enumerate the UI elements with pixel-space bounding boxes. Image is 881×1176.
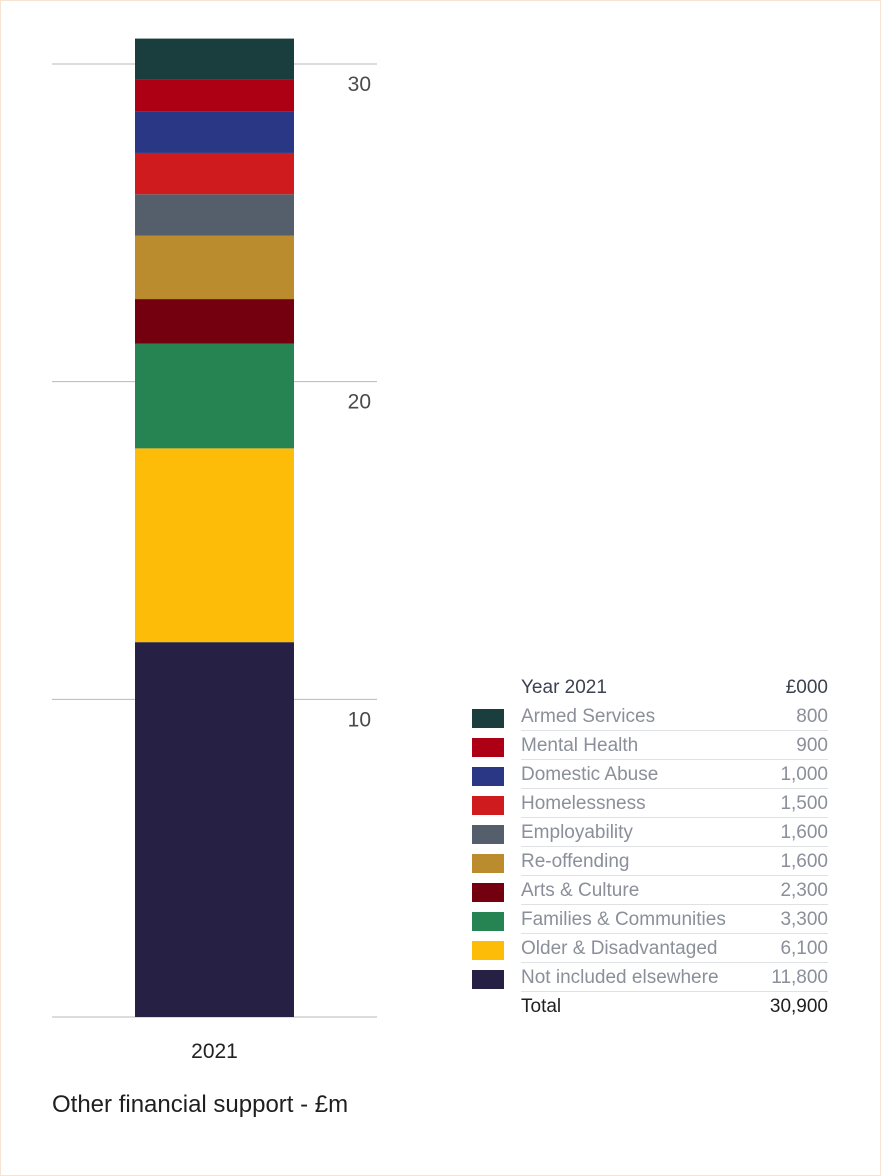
- legend-table: Year 2021 £000 Armed Services 800 Mental H…: [472, 673, 828, 1021]
- legend-swatch: [472, 825, 504, 844]
- bar-segment-not-included-elsewhere: [135, 642, 294, 1017]
- legend-label: Re-offending: [521, 851, 630, 872]
- legend-label: Arts & Culture: [521, 880, 640, 901]
- bar-segment-families-communities: [135, 343, 294, 449]
- legend-value: 800: [796, 706, 828, 727]
- legend-swatch: [472, 854, 504, 873]
- legend-swatch: [472, 970, 504, 989]
- legend-rows: Armed Services 800 Mental Health 900 Domesti…: [472, 702, 828, 992]
- legend-value: 1,500: [780, 793, 828, 814]
- bar-segment-mental-health: [135, 79, 294, 112]
- legend-swatch: [472, 941, 504, 960]
- y-tick-label: 30: [348, 73, 371, 96]
- x-category-labels: 2021: [191, 1040, 238, 1063]
- legend-row: Arts & Culture 2,300: [472, 876, 828, 905]
- legend-value: 1,600: [780, 822, 828, 843]
- x-category-label: 2021: [191, 1040, 238, 1063]
- legend-value: 1,000: [780, 764, 828, 785]
- bar-segment-older-disadvantaged: [135, 448, 294, 643]
- legend-total-row: Total 30,900: [472, 992, 828, 1021]
- legend-label: Not included elsewhere: [521, 967, 719, 988]
- legend-value: 900: [796, 735, 828, 756]
- y-tick-labels: 10 20 30: [348, 73, 371, 731]
- legend-total-value: 30,900: [769, 996, 828, 1017]
- legend-swatch: [472, 883, 504, 902]
- legend-value: 11,800: [771, 967, 828, 988]
- legend-swatch: [472, 912, 504, 931]
- legend-swatch: [472, 709, 504, 728]
- legend-label: Domestic Abuse: [521, 764, 659, 785]
- legend-row: Employability 1,600: [472, 818, 828, 847]
- bar-segment-arts-culture: [135, 299, 294, 344]
- legend-row: Domestic Abuse 1,000: [472, 760, 828, 789]
- legend-value: 3,300: [780, 909, 828, 930]
- bar-segment-employability: [135, 194, 294, 236]
- legend-row: Re-offending 1,600: [472, 847, 828, 876]
- legend-swatch: [472, 738, 504, 757]
- legend-header-unit: £000: [785, 677, 828, 698]
- legend-row: Armed Services 800: [472, 702, 828, 731]
- y-tick-label: 10: [348, 708, 371, 731]
- legend-header-label: Year 2021: [521, 677, 607, 698]
- legend-label: Homelessness: [521, 793, 646, 814]
- legend-total-label: Total: [521, 996, 562, 1017]
- legend-row: Older & Disadvantaged 6,100: [472, 934, 828, 963]
- legend-row: Families & Communities 3,300: [472, 905, 828, 934]
- bar-segment-domestic-abuse: [135, 111, 294, 153]
- legend-swatch: [472, 796, 504, 815]
- bar-segment-re-offending: [135, 235, 294, 300]
- legend-label: Older & Disadvantaged: [521, 938, 718, 959]
- legend-row: Homelessness 1,500: [472, 789, 828, 818]
- legend-label: Mental Health: [521, 735, 639, 756]
- legend-label: Armed Services: [521, 706, 656, 727]
- bar-segments: [135, 38, 294, 1017]
- legend-row: Not included elsewhere 11,800: [472, 963, 828, 992]
- legend-label: Employability: [521, 822, 633, 843]
- bar-segment-armed-services: [135, 38, 294, 80]
- chart-title: Other financial support - £m: [52, 1091, 349, 1118]
- legend-row: Mental Health 900: [472, 731, 828, 760]
- y-tick-label: 20: [348, 391, 371, 414]
- legend-header: Year 2021 £000: [472, 673, 828, 702]
- legend-value: 2,300: [780, 880, 828, 901]
- legend-swatch: [472, 767, 504, 786]
- legend-label: Families & Communities: [521, 909, 726, 930]
- bar-segment-homelessness: [135, 152, 294, 195]
- legend-value: 1,600: [780, 851, 828, 872]
- legend-value: 6,100: [780, 938, 828, 959]
